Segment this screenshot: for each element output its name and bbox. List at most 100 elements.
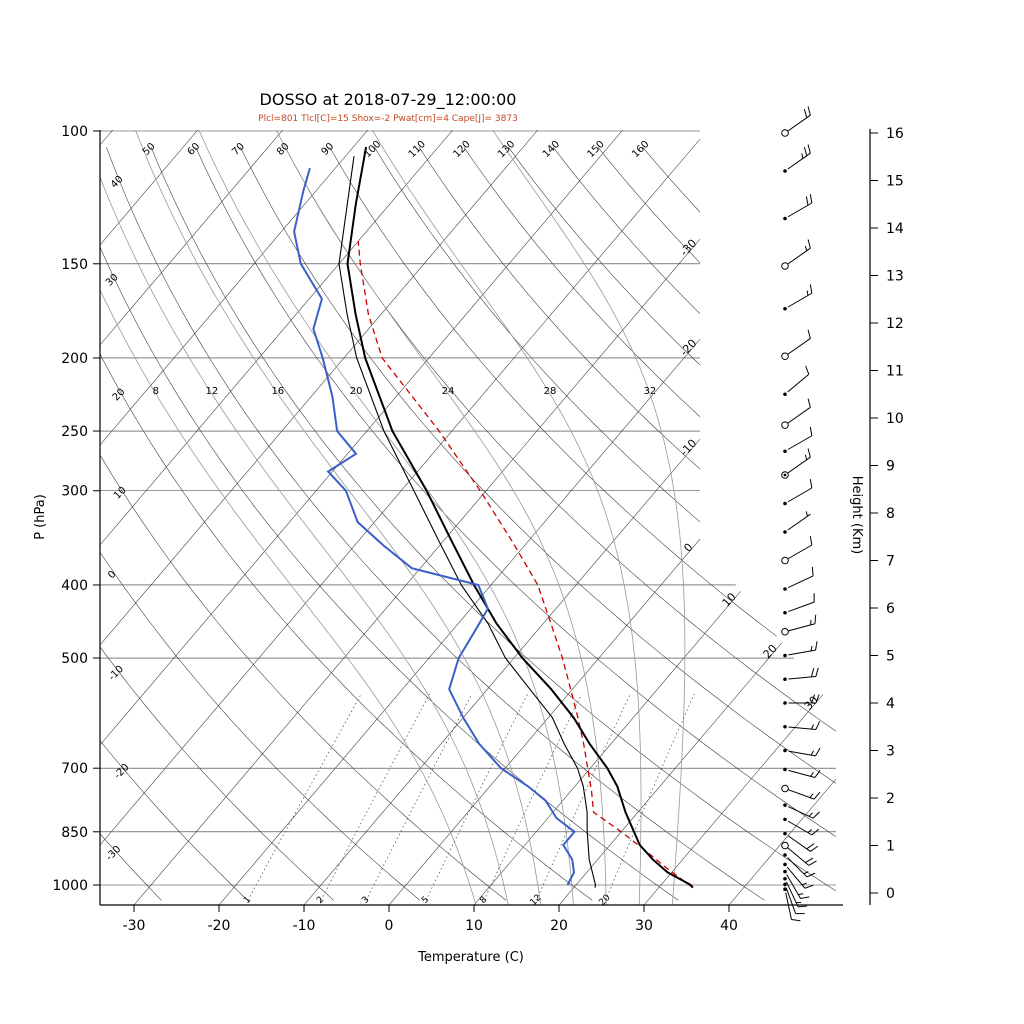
wind-barb bbox=[781, 239, 811, 270]
pressure-ticks: 100 150 200 250 300 400 500 700 850 1000 bbox=[52, 124, 100, 894]
pressure-tick-label: 400 bbox=[61, 578, 88, 594]
wind-barb bbox=[781, 329, 811, 361]
dry-adiabat-label: 130 bbox=[496, 139, 517, 160]
moist-adiabat-label: 32 bbox=[643, 386, 656, 397]
dewpoint-curve bbox=[293, 167, 576, 886]
pressure-tick-label: 150 bbox=[61, 257, 88, 273]
temperature-curve bbox=[346, 146, 694, 889]
wind-barb bbox=[783, 694, 820, 705]
wind-barb bbox=[783, 365, 810, 397]
wind-barb bbox=[783, 593, 815, 615]
wind-barbs bbox=[781, 106, 821, 922]
sounding-profiles bbox=[293, 146, 694, 889]
pressure-tick-label: 500 bbox=[61, 651, 88, 667]
height-tick-label: 11 bbox=[886, 364, 904, 380]
wind-barb bbox=[783, 641, 818, 658]
wind-barb bbox=[783, 853, 816, 878]
pressure-tick-label: 100 bbox=[61, 124, 88, 140]
temperature-tick-label: -20 bbox=[208, 918, 231, 934]
moist-adiabat-label: 12 bbox=[205, 386, 218, 397]
mixing-ratio-label: 2 bbox=[315, 895, 326, 906]
dry-adiabat-label: -20 bbox=[112, 762, 131, 781]
isotherm-label: -10 bbox=[678, 437, 700, 459]
mixing-ratio-lines bbox=[247, 693, 695, 901]
height-tick-label: 4 bbox=[886, 696, 895, 712]
wind-barb bbox=[783, 284, 813, 311]
wind-barb bbox=[781, 784, 821, 800]
height-axis-title: Height (Km) bbox=[849, 476, 864, 554]
wind-barb bbox=[783, 817, 820, 836]
moist-adiabat-label: 24 bbox=[442, 386, 455, 397]
temperature-tick-label: 30 bbox=[635, 918, 653, 934]
wind-barb bbox=[781, 448, 811, 479]
isotherm-label: 10 bbox=[720, 590, 739, 609]
wet-bulb-curve bbox=[338, 156, 597, 888]
dry-adiabat-label: 140 bbox=[541, 139, 562, 160]
wind-barb bbox=[783, 803, 820, 819]
mixing-ratio-label: 1 bbox=[242, 895, 253, 906]
wind-barb bbox=[783, 767, 821, 779]
pressure-tick-label: 1000 bbox=[52, 878, 88, 894]
wind-barb bbox=[783, 869, 810, 899]
dry-adiabat-label: -10 bbox=[107, 664, 126, 683]
isobar-lines bbox=[100, 130, 836, 886]
isotherm-label: -20 bbox=[678, 337, 700, 359]
temperature-ticks: -30 -20 -10 0 10 20 30 40 bbox=[123, 905, 738, 934]
height-tick-label: 14 bbox=[886, 221, 904, 237]
dry-adiabat-label: 110 bbox=[407, 139, 428, 160]
wind-barb bbox=[783, 479, 813, 506]
height-tick-label: 1 bbox=[886, 839, 895, 855]
isotherm-label: -30 bbox=[678, 237, 700, 259]
mixing-ratio-label: 20 bbox=[598, 893, 613, 908]
mixing-ratio-label: 3 bbox=[360, 895, 371, 906]
dry-adiabat-label: 20 bbox=[111, 387, 128, 404]
wind-barb bbox=[783, 144, 811, 173]
height-tick-label: 8 bbox=[886, 506, 895, 522]
temperature-tick-label: 20 bbox=[550, 918, 568, 934]
dry-adiabat-label: 50 bbox=[141, 141, 158, 158]
height-tick-label: 13 bbox=[886, 269, 904, 285]
mixing-ratio-label: 12 bbox=[529, 893, 544, 908]
temperature-tick-label: 10 bbox=[465, 918, 483, 934]
pressure-tick-label: 850 bbox=[61, 825, 88, 841]
height-tick-label: 0 bbox=[886, 886, 895, 902]
wind-barb bbox=[781, 536, 813, 565]
height-tick-label: 10 bbox=[886, 411, 904, 427]
temperature-axis-title: Temperature (C) bbox=[417, 950, 524, 965]
temperature-tick-label: -10 bbox=[293, 918, 316, 934]
wind-barb bbox=[783, 747, 821, 757]
wind-barb bbox=[783, 194, 813, 221]
temperature-tick-label: -30 bbox=[123, 918, 146, 934]
dry-adiabat-label: 120 bbox=[451, 139, 472, 160]
moist-adiabat-label: 16 bbox=[271, 386, 284, 397]
isotherm-label: 0 bbox=[681, 541, 695, 555]
moist-adiabat-label: 20 bbox=[350, 386, 363, 397]
wind-barb bbox=[783, 882, 805, 915]
chart-indices-line: Plcl=801 Tlcl[C]=15 Shox=-2 Pwat[cm]=4 C… bbox=[258, 114, 518, 124]
wind-barb bbox=[783, 876, 808, 908]
temperature-tick-label: 40 bbox=[720, 918, 738, 934]
pressure-tick-label: 200 bbox=[61, 351, 88, 367]
height-tick-label: 9 bbox=[886, 459, 895, 475]
wind-barb bbox=[783, 862, 814, 889]
dry-adiabat-label: 40 bbox=[109, 174, 126, 191]
chart-title: DOSSO at 2018-07-29_12:00:00 bbox=[259, 90, 517, 109]
height-tick-label: 15 bbox=[886, 174, 904, 190]
dry-adiabat-label: 150 bbox=[585, 139, 606, 160]
moist-adiabat-lines bbox=[100, 130, 686, 905]
wind-barb bbox=[783, 566, 814, 591]
temperature-tick-label: 0 bbox=[385, 918, 394, 934]
height-tick-label: 3 bbox=[886, 744, 895, 760]
wind-barb bbox=[783, 721, 821, 730]
dry-adiabat-label: 0 bbox=[106, 569, 118, 581]
moist-adiabat-label: 8 bbox=[153, 386, 159, 397]
mixing-ratio-label: 5 bbox=[420, 895, 431, 906]
pressure-axis-title: P (hPa) bbox=[33, 494, 48, 540]
wind-barb bbox=[783, 426, 813, 454]
dry-adiabat-label: 160 bbox=[630, 139, 651, 160]
